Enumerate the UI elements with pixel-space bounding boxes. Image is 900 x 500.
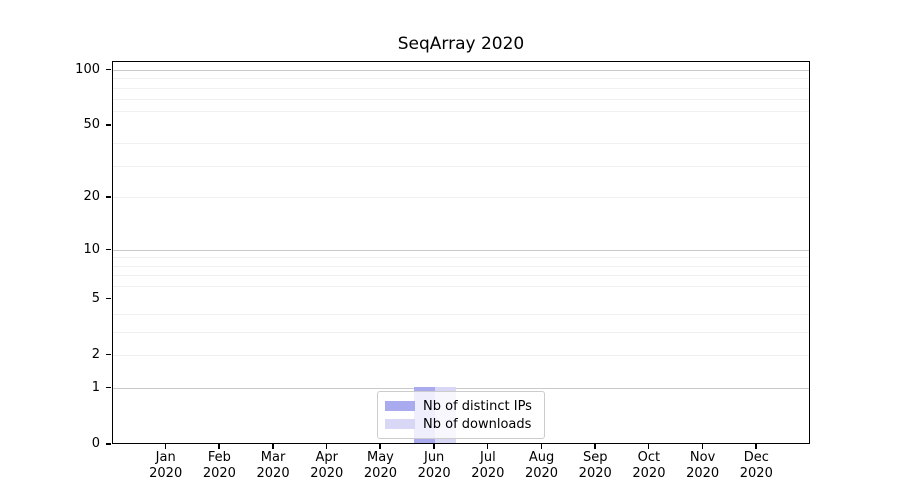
x-tick-mark — [218, 444, 220, 449]
x-tick-label-dec: Dec 2020 — [726, 450, 786, 482]
month-label: Apr — [315, 450, 339, 465]
x-tick-mark — [325, 444, 328, 449]
x-tick-mark — [164, 444, 167, 449]
y-tick-mark — [106, 196, 111, 198]
minor-gridline — [113, 331, 809, 333]
major-gridline — [113, 387, 809, 389]
x-tick-label-apr: Apr 2020 — [297, 450, 357, 482]
minor-gridline — [113, 265, 809, 267]
x-tick-mark — [647, 444, 650, 449]
x-tick-mark — [272, 444, 274, 449]
x-tick-mark — [701, 444, 704, 449]
x-tick-label-oct: Oct 2020 — [619, 450, 679, 482]
x-tick-mark — [433, 444, 435, 449]
minor-gridline — [113, 286, 809, 288]
y-tick-label: 5 — [91, 290, 100, 306]
x-tick-label-jun: Jun 2020 — [404, 450, 464, 482]
month-label: Jun — [423, 450, 445, 465]
month-label: Nov — [689, 450, 716, 465]
minor-gridline — [113, 110, 809, 112]
minor-gridline — [113, 78, 809, 80]
legend-entry-downloads: Nb of downloads — [385, 415, 536, 433]
x-tick-label-nov: Nov 2020 — [673, 450, 733, 482]
y-tick-label: 20 — [83, 189, 100, 205]
year-label: 2020 — [310, 466, 344, 481]
y-tick-mark — [106, 353, 111, 356]
y-tick-mark — [106, 68, 111, 71]
month-label: Dec — [743, 450, 769, 465]
month-label: Feb — [207, 450, 231, 465]
year-label: 2020 — [686, 466, 720, 481]
year-label: 2020 — [524, 466, 559, 481]
minor-gridline — [113, 313, 809, 315]
minor-gridline — [113, 98, 809, 100]
y-tick-mark — [106, 248, 111, 251]
minor-gridline — [113, 354, 809, 356]
x-tick-mark — [379, 444, 381, 449]
year-label: 2020 — [417, 466, 451, 481]
y-tick-mark — [106, 443, 111, 445]
year-label: 2020 — [363, 466, 397, 481]
minor-gridline — [113, 197, 809, 199]
month-label: Mar — [260, 450, 286, 465]
distinct-ips-swatch-icon — [385, 401, 415, 411]
major-gridline — [113, 249, 809, 251]
x-tick-mark — [486, 444, 489, 449]
chart-title: SeqArray 2020 — [397, 34, 525, 54]
x-tick-label-mar: Mar 2020 — [243, 450, 303, 482]
year-label: 2020 — [149, 466, 183, 481]
month-label: Sep — [582, 450, 608, 465]
y-tick-label: 10 — [83, 241, 100, 257]
plot-area — [112, 61, 810, 444]
y-tick-mark — [106, 297, 111, 300]
month-label: Jul — [480, 450, 496, 465]
minor-gridline — [113, 275, 809, 277]
x-tick-label-sep: Sep 2020 — [565, 450, 625, 482]
y-tick-label: 50 — [83, 117, 100, 133]
month-label: Oct — [637, 450, 661, 465]
x-tick-label-jan: Jan 2020 — [136, 450, 196, 482]
x-tick-label-jul: Jul 2020 — [458, 450, 518, 482]
year-label: 2020 — [739, 466, 773, 481]
month-label: Jan — [155, 450, 176, 465]
legend-entry-distinct-ips: Nb of distinct IPs — [385, 397, 536, 415]
downloads-swatch-icon — [385, 419, 415, 429]
x-tick-label-feb: Feb 2020 — [189, 450, 249, 482]
x-tick-label-may: May 2020 — [350, 450, 410, 482]
minor-gridline — [113, 257, 809, 259]
x-tick-mark — [755, 444, 757, 449]
x-tick-label-aug: Aug 2020 — [512, 450, 572, 482]
year-label: 2020 — [471, 466, 505, 481]
year-label: 2020 — [256, 466, 290, 481]
major-gridline — [113, 69, 809, 71]
legend-label-downloads: Nb of downloads — [423, 416, 532, 432]
legend: Nb of distinct IPs Nb of downloads — [377, 391, 545, 439]
month-label: Aug — [528, 450, 555, 465]
y-tick-label: 1 — [91, 379, 100, 395]
legend-label-distinct-ips: Nb of distinct IPs — [423, 398, 532, 414]
y-tick-label: 0 — [91, 436, 100, 451]
minor-gridline — [113, 143, 809, 145]
x-tick-mark — [594, 444, 596, 449]
y-tick-mark — [106, 124, 111, 126]
minor-gridline — [113, 165, 809, 167]
year-label: 2020 — [632, 466, 666, 481]
year-label: 2020 — [202, 466, 236, 481]
x-tick-mark — [540, 444, 543, 449]
minor-gridline — [113, 87, 809, 89]
year-label: 2020 — [578, 466, 612, 481]
y-tick-mark — [106, 386, 111, 389]
y-tick-label: 2 — [91, 346, 100, 362]
y-tick-label: 100 — [75, 61, 100, 77]
month-label: May — [367, 450, 394, 465]
